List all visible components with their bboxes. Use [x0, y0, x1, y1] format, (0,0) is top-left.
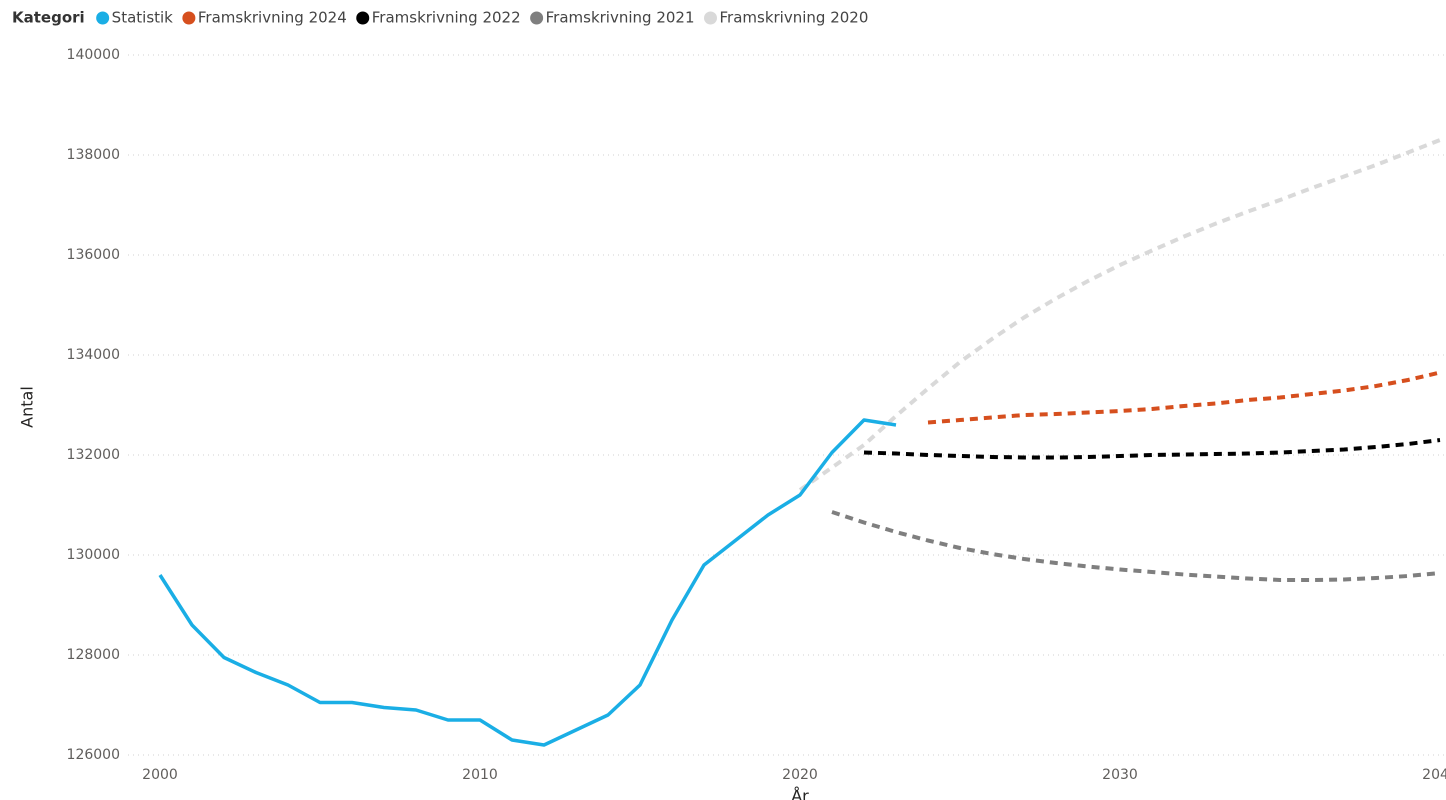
legend-marker: [704, 11, 717, 25]
legend-label: Framskrivning 2022: [372, 9, 521, 27]
x-tick-label: 2030: [1102, 767, 1138, 783]
y-tick-label: 140000: [67, 47, 120, 63]
legend-label: Statistik: [112, 9, 174, 27]
series-line: [158, 418, 897, 747]
legend-marker: [356, 11, 370, 25]
series-line: [863, 438, 1441, 460]
y-tick-label: 132000: [67, 447, 120, 463]
legend-marker: [96, 11, 110, 25]
y-tick-label: 134000: [67, 347, 120, 363]
series-line: [798, 138, 1441, 492]
y-tick-label: 128000: [67, 647, 120, 663]
x-tick-label: 2000: [142, 767, 178, 783]
legend-label: Framskrivning 2024: [198, 9, 347, 27]
y-tick-label: 136000: [67, 247, 120, 263]
series-line: [927, 370, 1441, 425]
legend-label: Framskrivning 2020: [720, 9, 869, 27]
series-line: [831, 510, 1441, 582]
y-tick-label: 126000: [67, 747, 120, 763]
x-axis-title: År: [791, 787, 809, 800]
y-tick-label: 130000: [67, 547, 120, 563]
legend-title: Kategori: [12, 9, 85, 27]
y-tick-label: 138000: [67, 147, 120, 163]
legend-marker: [182, 11, 196, 25]
x-tick-label: 2040: [1422, 767, 1446, 783]
x-tick-label: 2010: [462, 767, 498, 783]
legend-label: Framskrivning 2021: [546, 9, 695, 27]
x-tick-label: 2020: [782, 767, 818, 783]
legend-marker: [530, 11, 544, 25]
y-axis-title: Antal: [18, 386, 37, 428]
